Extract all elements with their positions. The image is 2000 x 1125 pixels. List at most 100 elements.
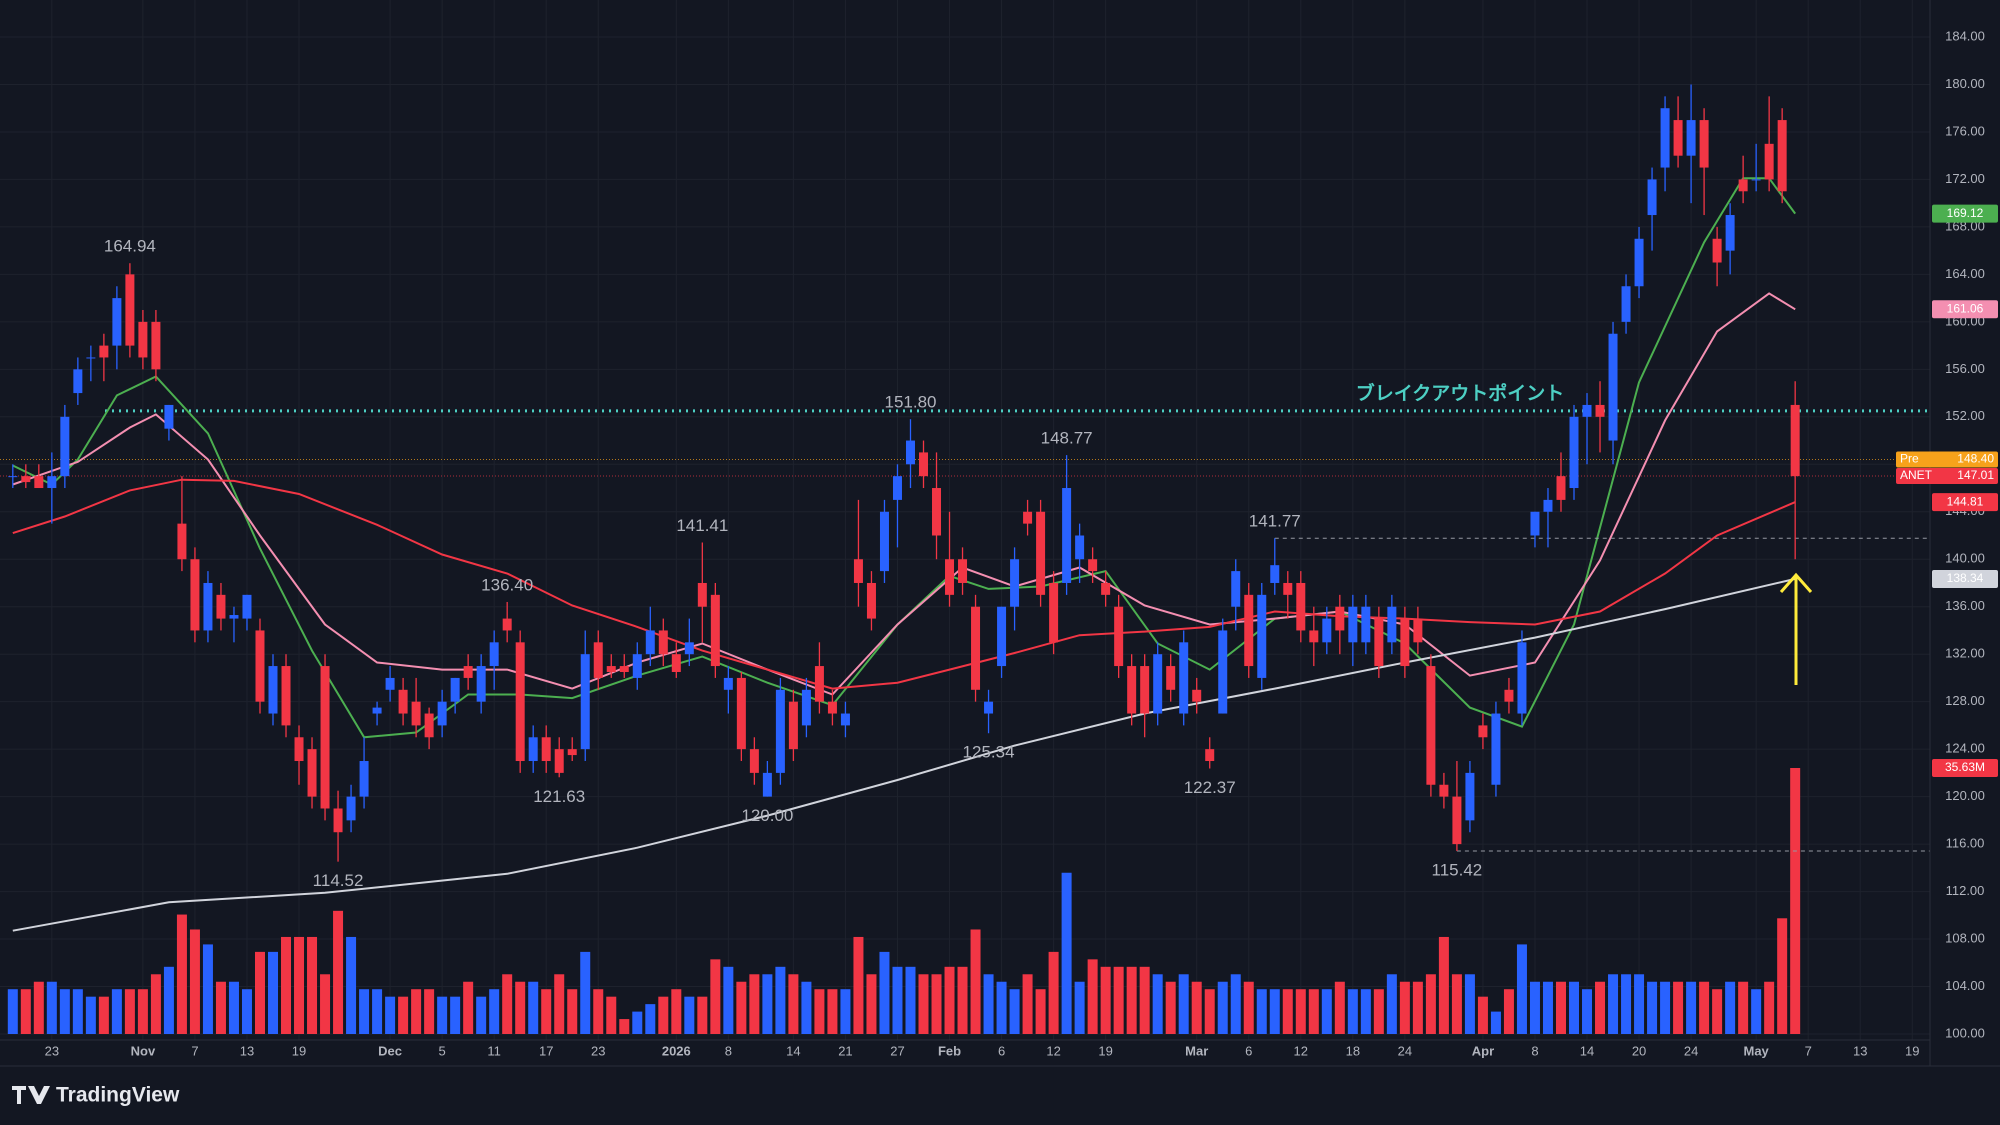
volume-bar	[411, 989, 422, 1034]
volume-bar	[840, 989, 851, 1034]
volume-bar	[85, 996, 96, 1034]
ma-tag	[1932, 300, 1998, 319]
candle-body	[919, 452, 928, 477]
candle-body	[1465, 772, 1475, 821]
candle-body	[892, 476, 902, 500]
volume-bar	[1529, 981, 1540, 1034]
candle-body	[1335, 606, 1345, 631]
candle-body	[268, 666, 278, 714]
x-tick-label: Mar	[1185, 1043, 1208, 1058]
candle-body	[801, 689, 811, 726]
volume-bar	[567, 989, 578, 1034]
candle-body	[1543, 499, 1553, 512]
x-tick-label: 20	[1632, 1043, 1646, 1058]
candle-body	[1738, 179, 1748, 192]
y-tick-label: 180.00	[1945, 76, 1985, 91]
volume-bar	[1725, 981, 1736, 1034]
volume-bar	[1660, 981, 1671, 1034]
volume-bar	[241, 989, 252, 1034]
candle-body	[1413, 618, 1423, 643]
volume-bar	[710, 959, 721, 1034]
y-tick-label: 116.00	[1946, 836, 1985, 851]
y-tick-label: 112.00	[1946, 883, 1985, 898]
candle-body	[476, 666, 486, 702]
candle-body	[1153, 654, 1163, 714]
candle-body	[1296, 582, 1306, 631]
x-tick-label: 24	[1684, 1043, 1698, 1058]
volume-bar	[619, 1019, 630, 1034]
volume-bar	[1634, 974, 1645, 1034]
candle-body	[1309, 630, 1319, 643]
x-tick-label: 23	[591, 1043, 605, 1058]
candle-body	[593, 642, 603, 678]
volume-bar	[775, 966, 786, 1034]
candle-body	[1023, 511, 1033, 524]
candle-body	[1452, 796, 1462, 845]
candle-body	[60, 416, 70, 477]
candle-body	[463, 666, 473, 678]
moving-average	[12, 478, 1796, 690]
y-tick-label: 120.00	[1945, 788, 1985, 803]
volume-bar	[1269, 989, 1280, 1034]
volume-bar	[372, 989, 383, 1034]
candle-body	[294, 737, 304, 762]
x-tick-label: 2026	[662, 1043, 691, 1058]
candle-body	[281, 666, 291, 726]
volume-bar	[463, 981, 474, 1034]
volume-bar	[1738, 981, 1749, 1034]
volume-bar	[1699, 981, 1710, 1034]
volume-bar	[489, 989, 500, 1034]
volume-bar	[1152, 974, 1163, 1034]
volume-bar	[645, 1004, 656, 1034]
volume-bar	[33, 981, 44, 1034]
volume-bar	[996, 981, 1007, 1034]
candle-body	[1348, 606, 1358, 643]
candle-body	[216, 594, 226, 619]
volume-bar	[1126, 966, 1137, 1034]
volume-bar	[1308, 989, 1319, 1034]
candle-body	[827, 701, 837, 714]
volume-bar	[1464, 974, 1475, 1034]
volume-bar	[853, 936, 864, 1034]
candle-body	[1075, 535, 1085, 560]
volume-bar	[1139, 966, 1150, 1034]
x-tick-label: 27	[890, 1043, 904, 1058]
volume-bar	[1334, 981, 1345, 1034]
y-tick-label: 104.00	[1945, 978, 1985, 993]
x-tick-label: 8	[1531, 1043, 1538, 1058]
candle-body	[1712, 238, 1722, 263]
candle-body	[125, 274, 135, 346]
candle-body	[1088, 559, 1098, 572]
x-tick-label: 19	[1905, 1043, 1919, 1058]
volume-bar	[1022, 974, 1033, 1034]
candle-body	[372, 707, 382, 714]
volume-bar	[866, 974, 877, 1034]
candle-body	[86, 357, 96, 359]
candle-body	[1244, 594, 1254, 667]
volume-bar	[1295, 989, 1306, 1034]
volume-bar	[1061, 872, 1072, 1034]
volume-bar	[333, 910, 344, 1034]
extreme-label: 115.42	[1432, 860, 1483, 879]
candle-body	[1049, 582, 1059, 643]
candle-body	[1725, 215, 1735, 251]
volume-bar	[1191, 981, 1202, 1034]
volume-bar	[215, 981, 226, 1034]
volume-bar	[879, 951, 890, 1034]
candle-body	[437, 701, 447, 726]
candle-body	[1374, 618, 1384, 667]
extreme-label: 125.34	[963, 743, 1015, 762]
volume-bar	[593, 989, 604, 1034]
candle-body	[958, 559, 968, 583]
candle-body	[1556, 476, 1566, 500]
candle-body	[528, 737, 538, 762]
volume-bar	[1764, 981, 1775, 1034]
candle-body	[1491, 713, 1501, 785]
candle-body	[1062, 488, 1072, 583]
volume-bar	[111, 989, 122, 1034]
volume-bar	[1425, 974, 1436, 1034]
ma-tag	[1932, 204, 1998, 223]
volume-bar	[827, 989, 838, 1034]
extreme-label: 141.41	[676, 516, 728, 535]
volume-bar	[580, 951, 591, 1034]
